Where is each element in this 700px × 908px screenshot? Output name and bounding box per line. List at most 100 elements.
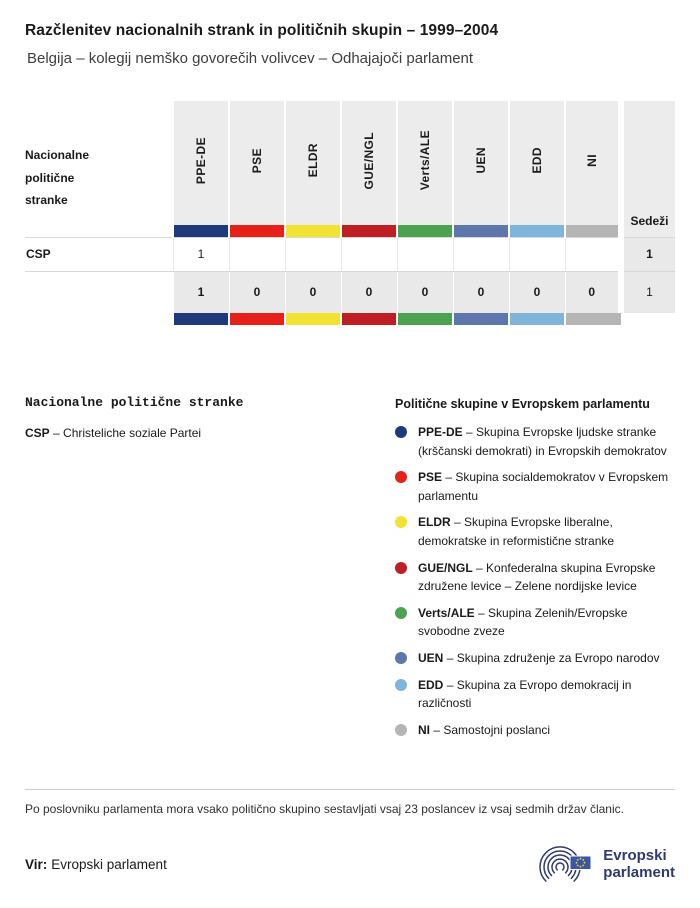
group-description: – Skupina združenje za Evropo narodov — [446, 650, 660, 665]
footnote: Po poslovniku parlamenta mora vsako poli… — [25, 789, 675, 816]
party-code: CSP — [25, 426, 50, 440]
group-color-bar — [564, 313, 621, 325]
party-row-csp: CSP 1 1 — [25, 236, 675, 272]
column-header-uen: UEN — [452, 101, 509, 225]
legend-left-title: Nacionalne politične stranke — [25, 395, 244, 410]
group-code-label: GUE/NGL — [362, 131, 376, 190]
group-color-bar — [228, 313, 285, 325]
value-cell — [564, 236, 622, 272]
legend-color-dot — [395, 426, 407, 438]
group-description: – Skupina Evropske liberalne, demokratsk… — [418, 515, 615, 548]
group-color-bar — [284, 225, 341, 237]
source-text: Evropski parlament — [51, 856, 167, 872]
group-code-label: Verts/ALE — [418, 130, 432, 191]
legend-item: NI – Samostojni poslanci — [395, 721, 675, 740]
group-code-label: ELDR — [306, 143, 320, 178]
party-seats-cell: 1 — [618, 236, 675, 272]
legend-item: ELDR – Skupina Evropske liberalne, demok… — [395, 513, 675, 550]
group-code: UEN — [418, 650, 444, 665]
source-line: Vir: Evropski parlament — [25, 857, 167, 872]
total-cell: 0 — [340, 271, 397, 313]
ep-logo-text: Evropski parlament — [603, 847, 675, 882]
value-cell — [340, 236, 398, 272]
value-cell — [396, 236, 454, 272]
legend-color-dot — [395, 516, 407, 529]
group-description: – Skupina Zelenih/Evropske svobodne zvez… — [418, 605, 628, 639]
legend-right-title: Politične skupine v Evropskem parlamentu — [395, 397, 650, 411]
ep-logo-line2: parlament — [603, 864, 675, 882]
ep-swirl-icon — [539, 846, 592, 883]
legend-item-text: EDD – Skupina za Evropo demokracij in ra… — [418, 676, 675, 713]
legend-political-groups: Politične skupine v Evropskem parlamentu… — [395, 395, 675, 747]
total-seats-cell: 1 — [618, 271, 675, 313]
group-code: NI — [418, 722, 430, 737]
page-subtitle: Belgija – kolegij nemško govorečih voliv… — [27, 50, 474, 67]
legend-item: Verts/ALE – Skupina Zelenih/Evropske svo… — [395, 604, 675, 641]
group-color-bar — [452, 313, 509, 325]
legend-section: Nacionalne politične stranke CSP – Chris… — [25, 395, 675, 747]
legend-item: CSP – Christeliche soziale Partei — [25, 426, 395, 440]
group-code-label: PSE — [250, 147, 264, 174]
group-color-bar — [340, 225, 397, 237]
legend-item-text: PSE – Skupina socialdemokratov v Evropsk… — [418, 468, 675, 505]
group-description: – Skupina socialdemokratov v Evropskem p… — [418, 470, 669, 503]
legend-item-text: NI – Samostojni poslanci — [418, 721, 550, 740]
column-header-ni: NI — [564, 101, 621, 225]
row-header-cell: Nacionalne politične stranke — [25, 101, 173, 225]
group-color-bar — [172, 313, 229, 325]
legend-item: PPE-DE – Skupina Evropske ljudske strank… — [395, 423, 675, 460]
value-cell — [508, 236, 566, 272]
group-color-bar — [564, 225, 621, 237]
total-cell: 0 — [284, 271, 341, 313]
total-cell: 0 — [228, 271, 285, 313]
color-bar-row-top — [25, 225, 675, 237]
color-bar-row-bottom — [25, 313, 675, 325]
legend-item: EDD – Skupina za Evropo demokracij in ra… — [395, 676, 675, 713]
group-code: Verts/ALE — [418, 605, 475, 620]
group-code: PPE-DE — [418, 425, 463, 439]
party-description: – Christeliche soziale Partei — [53, 426, 202, 440]
column-header-verts-ale: Verts/ALE — [396, 101, 453, 225]
legend-item-text: ELDR – Skupina Evropske liberalne, demok… — [418, 513, 675, 550]
seats-column-header: Sedeži — [618, 101, 675, 237]
group-code: GUE/NGL — [418, 560, 473, 575]
legend-national-parties: Nacionalne politične stranke CSP – Chris… — [25, 395, 395, 747]
group-color-bar — [340, 313, 397, 325]
group-code-label: NI — [585, 154, 599, 167]
column-header-edd: EDD — [508, 101, 565, 225]
group-description: – Samostojni poslanci — [433, 722, 551, 737]
row-header-label: Nacionalne politične stranke — [25, 148, 90, 207]
total-cell: 0 — [564, 271, 621, 313]
column-header-eldr: ELDR — [284, 101, 341, 225]
value-cell: 1 — [172, 236, 230, 272]
value-cell — [284, 236, 342, 272]
column-header-pse: PSE — [228, 101, 285, 225]
group-color-bar — [452, 225, 509, 237]
column-header-gue-ngl: GUE/NGL — [340, 101, 397, 225]
spacer-cell — [25, 225, 173, 237]
page-title: Razčlenitev nacionalnih strank in politi… — [25, 22, 499, 39]
legend-item: GUE/NGL – Konfederalna skupina Evropske … — [395, 559, 675, 596]
header-row: Nacionalne politične stranke PPE-DE PSE … — [25, 101, 675, 237]
legend-item-text: GUE/NGL – Konfederalna skupina Evropske … — [418, 559, 675, 596]
group-code: ELDR — [418, 515, 451, 530]
legend-color-dot — [395, 561, 407, 574]
group-color-bar — [284, 313, 341, 325]
value-cell — [228, 236, 286, 272]
total-cell: 1 — [172, 271, 229, 313]
group-color-bar — [228, 225, 285, 237]
ep-logo: Evropski parlament — [530, 840, 675, 888]
footer: Vir: Evropski parlament — [25, 840, 675, 888]
group-color-bar — [508, 313, 565, 325]
group-description: – Skupina za Evropo demokracij in različ… — [418, 677, 632, 711]
legend-item-text: Verts/ALE – Skupina Zelenih/Evropske svo… — [418, 604, 675, 641]
legend-color-dot — [395, 678, 407, 691]
group-code: PSE — [418, 470, 443, 485]
legend-color-dot — [395, 606, 407, 619]
source-label: Vir: — [25, 856, 48, 872]
group-color-bar — [396, 313, 453, 325]
party-name: CSP — [25, 236, 173, 272]
legend-color-dot — [395, 651, 407, 664]
legend-item: UEN – Skupina združenje za Evropo narodo… — [395, 649, 675, 668]
